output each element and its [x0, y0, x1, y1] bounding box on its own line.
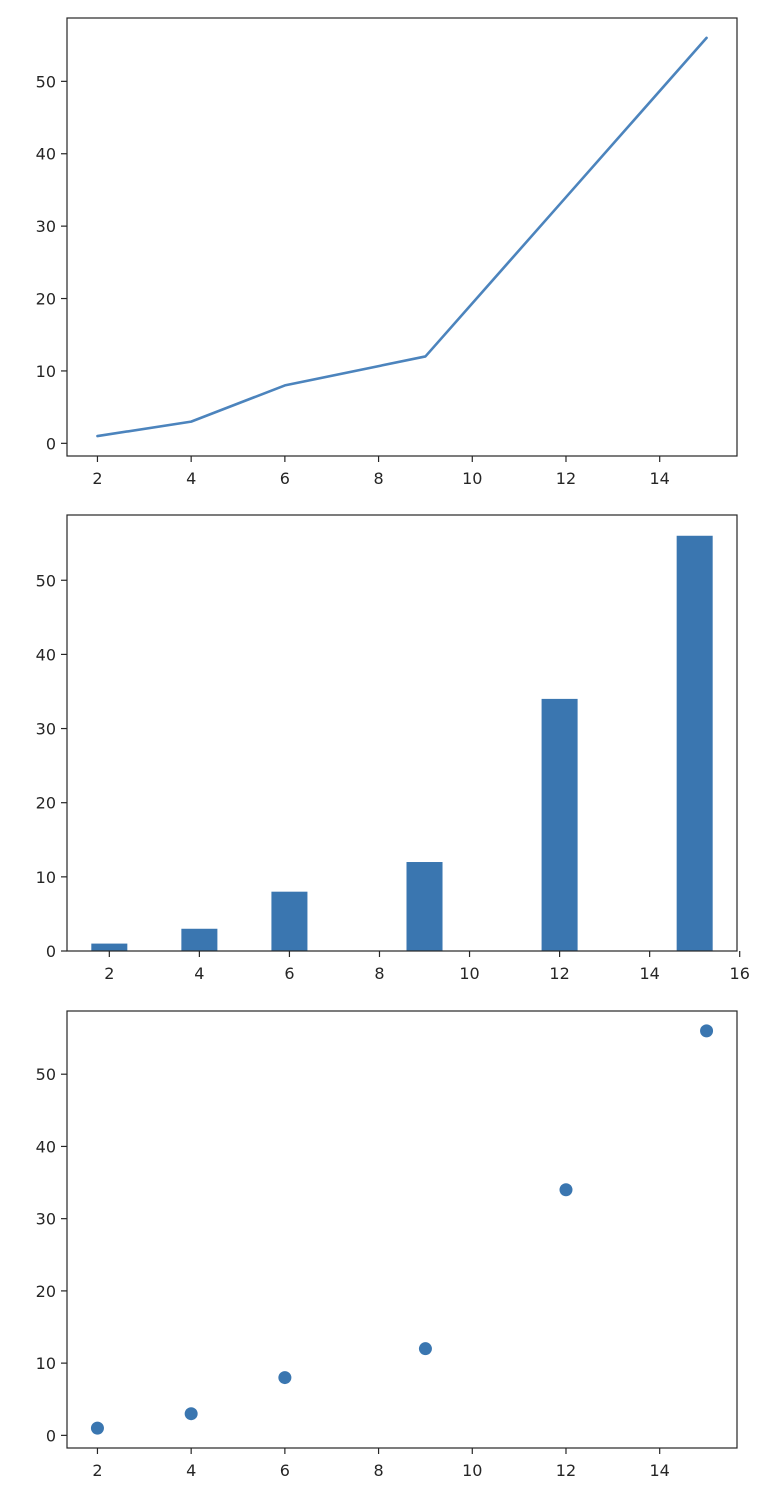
chart-1-bar [406, 862, 443, 951]
chart-0-x-tick-label: 4 [186, 469, 196, 488]
chart-0-y-tick-label: 50 [36, 72, 56, 91]
chart-2-x-tick-label: 6 [280, 1461, 290, 1480]
chart-0-y-tick-label: 30 [36, 217, 56, 236]
chart-1-y-tick-label: 20 [36, 794, 56, 813]
chart-2-x-tick-label: 2 [92, 1461, 102, 1480]
chart-1-x-tick-label: 14 [639, 964, 659, 983]
chart-1-x-tick-label: 6 [284, 964, 294, 983]
chart-0-x-tick-label: 12 [556, 469, 576, 488]
line-chart-panel: 2 4 6 8 10 12 14 0 10 20 30 40 50 [36, 17, 738, 488]
chart-2-x-tick-label: 4 [186, 1461, 196, 1480]
chart-2-x-tick-label: 8 [373, 1461, 383, 1480]
chart-1-y-tick-label: 50 [36, 571, 56, 590]
chart-2-point [700, 1024, 714, 1038]
chart-1-y-tick-label: 0 [46, 942, 56, 961]
chart-2-x-tick-label: 12 [556, 1461, 576, 1480]
chart-2-y-tick-label: 0 [46, 1426, 56, 1445]
chart-1-x-tick-label: 12 [549, 964, 569, 983]
chart-1-x-tick-label: 8 [374, 964, 384, 983]
chart-1-x-tick-label: 4 [194, 964, 204, 983]
chart-0-y-tick-label: 10 [36, 362, 56, 381]
chart-1-y-tick-label: 40 [36, 645, 56, 664]
chart-1-y-tick-label: 30 [36, 720, 56, 739]
chart-2-axes-frame [66, 1010, 738, 1449]
chart-2-y-tick-label: 10 [36, 1354, 56, 1373]
chart-1-bar [541, 698, 578, 951]
chart-2-point [418, 1342, 432, 1356]
chart-2-x-tick-label: 10 [462, 1461, 482, 1480]
chart-2-point [559, 1183, 573, 1197]
chart-0-x-tick-label: 6 [280, 469, 290, 488]
chart-0-y-tick-label: 0 [46, 434, 56, 453]
chart-0-y-tick-label: 20 [36, 290, 56, 309]
bar-chart-panel: 2 4 6 8 10 12 14 16 0 10 20 30 40 50 [36, 514, 750, 983]
chart-1-bar [676, 535, 713, 951]
chart-1-x-tick-label: 2 [104, 964, 114, 983]
chart-1-bar [91, 943, 128, 951]
chart-2-y-tick-label: 30 [36, 1210, 56, 1229]
chart-0-x-tick-label: 10 [462, 469, 482, 488]
chart-1-y-tick-label: 10 [36, 868, 56, 887]
chart-0-x-tick-label: 14 [650, 469, 670, 488]
scatter-chart-panel: 2 4 6 8 10 12 14 0 10 20 30 40 50 [36, 1010, 738, 1480]
chart-0-x-tick-label: 2 [92, 469, 102, 488]
chart-0-axes-frame [66, 17, 738, 457]
chart-2-point [184, 1407, 198, 1421]
chart-0-series-line [96, 36, 708, 438]
chart-2-x-tick-label: 14 [650, 1461, 670, 1480]
chart-2-point [278, 1371, 292, 1385]
chart-1-x-tick-label: 16 [730, 964, 750, 983]
chart-1-axes-frame [66, 514, 738, 952]
chart-2-y-tick-label: 20 [36, 1282, 56, 1301]
chart-2-y-tick-label: 50 [36, 1065, 56, 1084]
chart-0-x-tick-label: 8 [373, 469, 383, 488]
chart-1-x-tick-label: 10 [459, 964, 479, 983]
chart-2-point [90, 1421, 104, 1435]
chart-2-y-tick-label: 40 [36, 1137, 56, 1156]
chart-1-bar [181, 928, 218, 951]
chart-0-y-tick-label: 40 [36, 145, 56, 164]
chart-1-bar [271, 891, 308, 951]
